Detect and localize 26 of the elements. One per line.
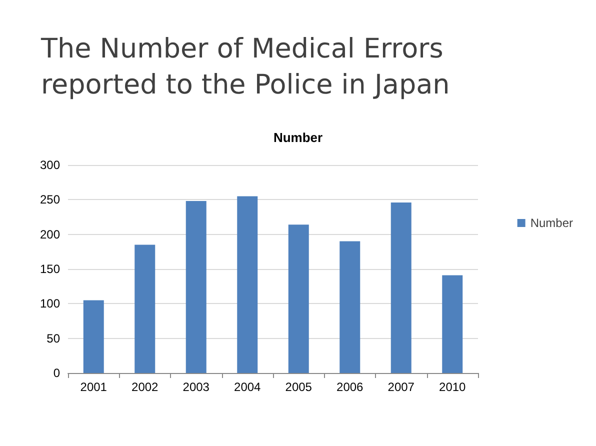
bar — [288, 224, 309, 373]
bar — [340, 241, 360, 373]
bar — [442, 275, 463, 373]
chart-title: The Number of Medical Errors reported to the Police in Japan — [40, 34, 452, 100]
x-tick-label: 2003 — [182, 380, 210, 394]
y-tick-label: 150 — [40, 262, 60, 276]
x-tick-label: 2007 — [388, 380, 415, 394]
y-tick-label: 300 — [40, 158, 60, 172]
bar — [237, 196, 258, 373]
y-tick-label: 0 — [53, 366, 60, 380]
y-tick-label: 100 — [40, 296, 60, 311]
bar — [186, 201, 206, 373]
chart-subtitle: Number — [273, 130, 323, 145]
x-tick-label: 2010 — [439, 380, 466, 394]
legend-label: Number — [530, 216, 574, 230]
y-tick-label: 250 — [40, 192, 60, 207]
bar — [134, 244, 156, 373]
x-tick-label: 2004 — [234, 380, 262, 394]
x-tick-label: 2001 — [80, 380, 108, 394]
x-tick-label: 2002 — [132, 380, 159, 394]
x-tick-label: 2005 — [285, 380, 312, 394]
x-tick-label: 2006 — [336, 380, 364, 394]
bar — [390, 202, 412, 373]
y-tick-label: 50 — [46, 331, 60, 346]
y-tick-label: 200 — [40, 227, 60, 242]
bar — [83, 300, 104, 373]
